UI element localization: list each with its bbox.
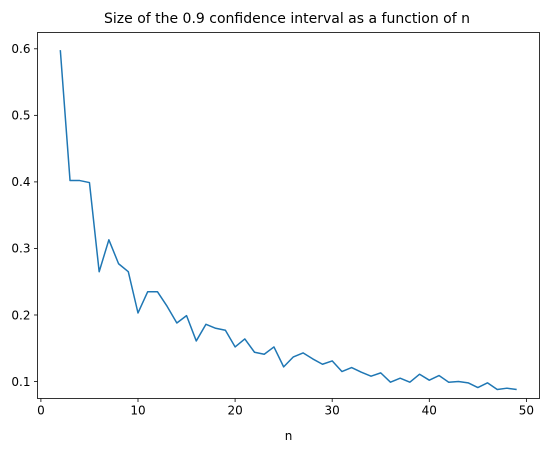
y-tick-label: 0.6 [11,42,30,56]
x-tick-label: 50 [519,404,534,418]
x-tick-label: 30 [325,404,340,418]
y-tick-label: 0.3 [11,242,30,256]
y-axis-ticks: 0.1 0.2 0.3 0.4 0.5 0.6 [11,42,38,389]
y-tick-label: 0.5 [11,109,30,123]
series-line [59,50,517,391]
x-tick-label: 0 [37,404,45,418]
y-tick-label: 0.4 [11,175,30,189]
chart-title: Size of the 0.9 confidence interval as a… [104,11,470,27]
x-tick-label: 10 [130,404,145,418]
series-layer [59,50,517,391]
x-axis-ticks: 0 10 20 30 40 50 [37,398,534,418]
x-tick-label: 40 [422,404,437,418]
y-tick-label: 0.2 [11,308,30,322]
y-tick-label: 0.1 [11,375,30,389]
plot-frame [37,32,540,399]
x-tick-label: 20 [227,404,242,418]
x-axis-label: n [285,429,293,443]
